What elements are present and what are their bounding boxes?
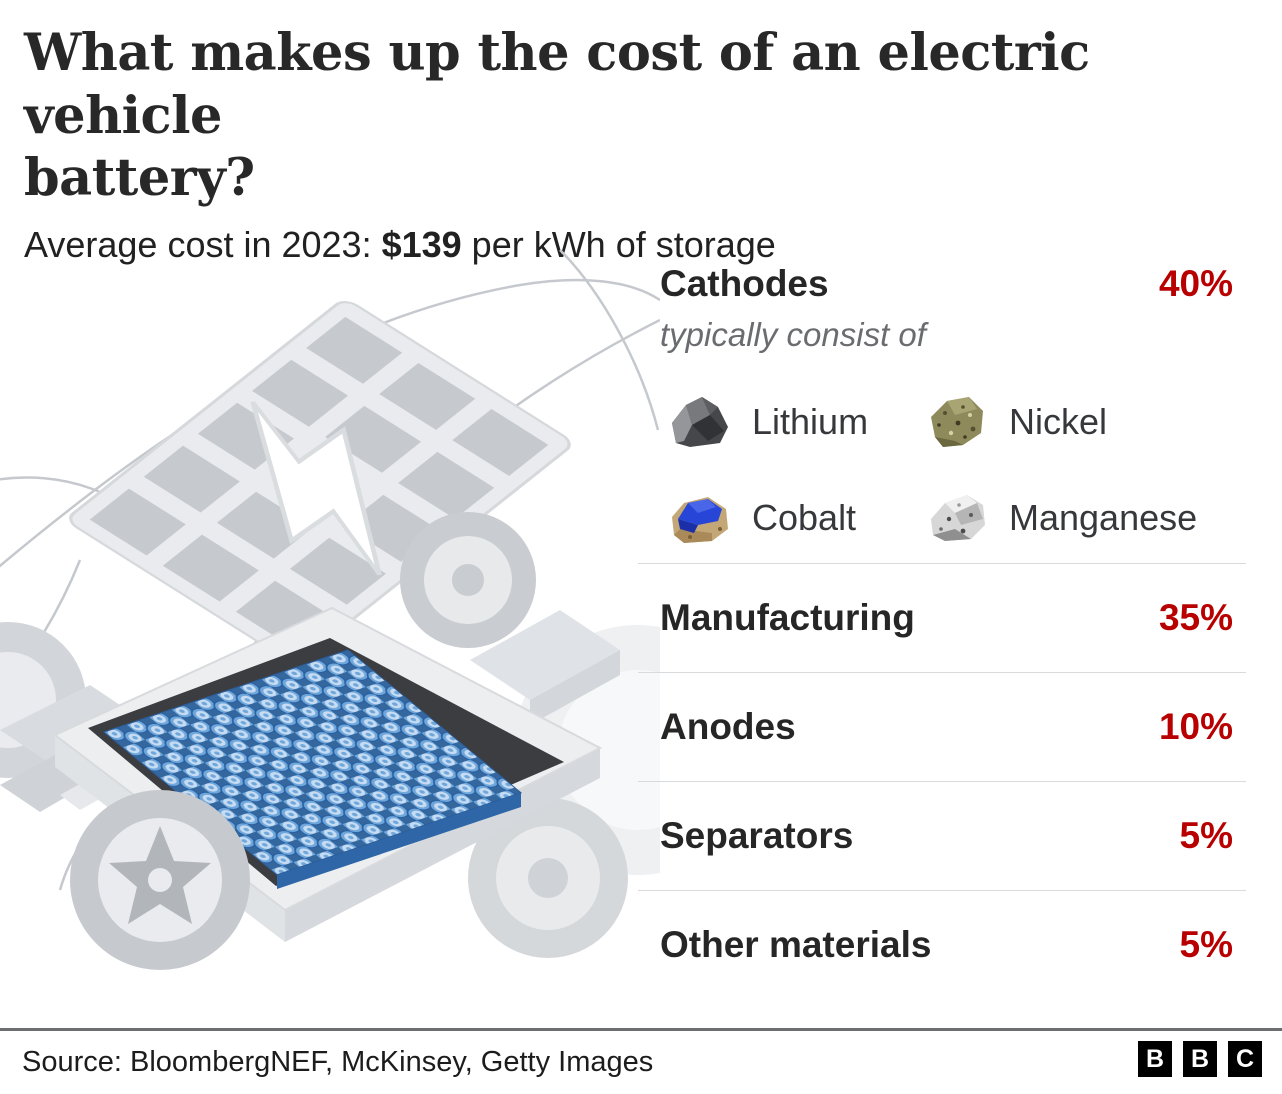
mineral-item-nickel: Nickel <box>925 380 1246 464</box>
item-value: 10% <box>1158 706 1233 747</box>
cover-cell-slots <box>89 316 549 648</box>
battery-cells-edge <box>277 793 521 889</box>
breakdown-rows: Manufacturing 35% Anodes 10% Separators … <box>638 563 1246 999</box>
item-label: Anodes <box>660 706 796 747</box>
source-attribution: Source: BloombergNEF, McKinsey, Getty Im… <box>22 1046 654 1078</box>
subtitle-suffix: per kWh of storage <box>461 224 776 266</box>
mineral-label: Manganese <box>1009 497 1198 538</box>
mineral-label: Nickel <box>1009 401 1108 442</box>
subtitle: Average cost in 2023: $139 per kWh of st… <box>24 224 1258 266</box>
header: What makes up the cost of an electric ve… <box>24 22 1258 266</box>
breakdown-row-other-materials: Other materials 5% <box>638 890 1246 999</box>
item-value: 40% <box>1158 263 1233 304</box>
item-value: 5% <box>1179 815 1233 856</box>
cost-breakdown-list: Cathodes 40% typically consist of Lithiu… <box>638 262 1246 999</box>
breakdown-row-separators: Separators 5% <box>638 781 1246 890</box>
item-value: 35% <box>1158 597 1233 638</box>
mineral-label: Lithium <box>752 401 869 442</box>
cathodes-note: typically consist of <box>660 316 926 353</box>
item-label: Cathodes <box>660 263 829 304</box>
mineral-item-manganese: Manganese <box>925 476 1246 560</box>
lithium-rock-icon <box>672 397 728 447</box>
breakdown-row-anodes: Anodes 10% <box>638 672 1246 781</box>
subtitle-prefix: Average cost in 2023: <box>24 224 382 266</box>
item-label: Separators <box>660 815 854 856</box>
cathode-minerals: Lithium Nickel Cobalt <box>638 380 1246 560</box>
bbc-logo-block: B <box>1183 1041 1217 1077</box>
rear-right-wheel <box>400 512 536 648</box>
mineral-item-cobalt: Cobalt <box>668 476 925 560</box>
mineral-item-lithium: Lithium <box>668 380 925 464</box>
lightning-icon <box>250 401 382 576</box>
bbc-logo: B B C <box>1138 1041 1262 1077</box>
ev-chassis-illustration <box>0 249 660 970</box>
cobalt-rock-icon <box>672 497 728 543</box>
motor-block-right <box>470 610 620 725</box>
page-title: What makes up the cost of an electric ve… <box>24 23 1090 209</box>
breakdown-row-manufacturing: Manufacturing 35% <box>638 563 1246 672</box>
item-value: 5% <box>1179 924 1233 965</box>
footer-divider <box>0 1028 1282 1031</box>
front-right-wheel <box>468 798 628 958</box>
breakdown-row-cathodes: Cathodes 40% <box>638 262 1246 306</box>
front-left-wheel <box>70 790 250 970</box>
subtitle-value: $139 <box>381 224 462 266</box>
mineral-label: Cobalt <box>752 497 857 538</box>
bbc-logo-block: C <box>1228 1041 1262 1077</box>
item-label: Other materials <box>660 924 932 965</box>
battery-cover-panel <box>69 301 571 662</box>
nickel-rock-icon <box>931 397 983 447</box>
manganese-rock-icon <box>931 495 985 541</box>
item-label: Manufacturing <box>660 597 915 638</box>
bbc-logo-block: B <box>1138 1041 1172 1077</box>
